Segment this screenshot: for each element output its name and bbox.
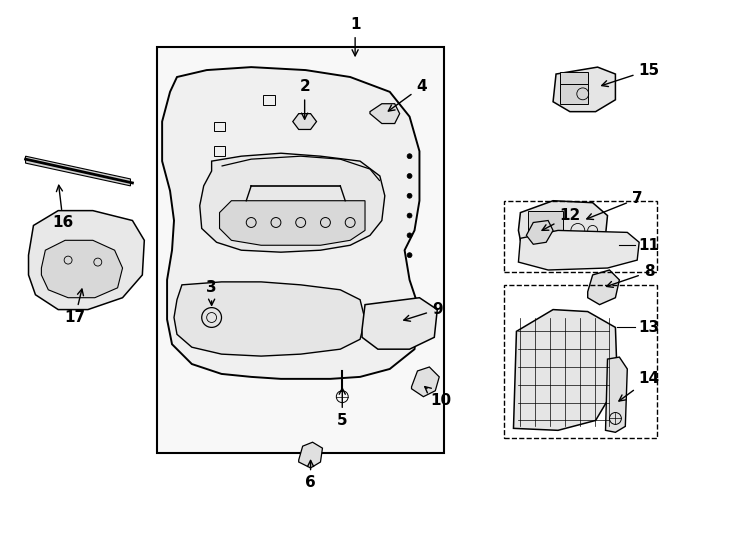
Text: 9: 9 (404, 302, 443, 321)
Text: 15: 15 (602, 63, 660, 86)
Polygon shape (370, 104, 399, 124)
Circle shape (407, 154, 412, 159)
Polygon shape (174, 282, 365, 356)
Text: 1: 1 (350, 17, 360, 56)
Polygon shape (606, 357, 628, 433)
Circle shape (407, 253, 412, 258)
Polygon shape (588, 270, 619, 305)
Text: 12: 12 (542, 208, 581, 231)
Text: 10: 10 (425, 387, 452, 408)
Polygon shape (526, 220, 553, 244)
Circle shape (407, 173, 412, 178)
Bar (157, 48, 444, 453)
Text: 16: 16 (53, 185, 74, 230)
Bar (528, 211, 563, 240)
Circle shape (407, 233, 412, 238)
Polygon shape (553, 67, 615, 112)
Polygon shape (412, 367, 439, 397)
Text: 14: 14 (619, 372, 660, 401)
Text: 8: 8 (606, 265, 655, 287)
Polygon shape (26, 156, 131, 186)
Text: 17: 17 (65, 289, 86, 325)
Text: 5: 5 (337, 388, 348, 428)
Polygon shape (29, 211, 145, 309)
Text: 4: 4 (388, 79, 426, 111)
Polygon shape (162, 67, 419, 379)
Polygon shape (200, 153, 385, 252)
Text: 11: 11 (639, 238, 660, 253)
Polygon shape (219, 201, 365, 245)
Text: 3: 3 (206, 280, 217, 305)
Text: 13: 13 (639, 320, 660, 335)
Text: 6: 6 (305, 461, 316, 490)
Polygon shape (362, 298, 437, 349)
Bar (263, 95, 275, 105)
Bar (504, 201, 657, 272)
Polygon shape (514, 309, 617, 430)
Text: 7: 7 (586, 191, 642, 219)
Text: 2: 2 (299, 79, 310, 119)
Bar (560, 72, 588, 84)
Bar (560, 84, 588, 104)
Polygon shape (293, 113, 316, 130)
Bar (214, 122, 225, 131)
Polygon shape (518, 231, 639, 270)
Circle shape (407, 193, 412, 198)
Polygon shape (41, 240, 123, 298)
Circle shape (407, 213, 412, 218)
Polygon shape (299, 442, 322, 468)
Bar (504, 285, 657, 438)
Polygon shape (518, 201, 608, 250)
Bar (214, 146, 225, 156)
